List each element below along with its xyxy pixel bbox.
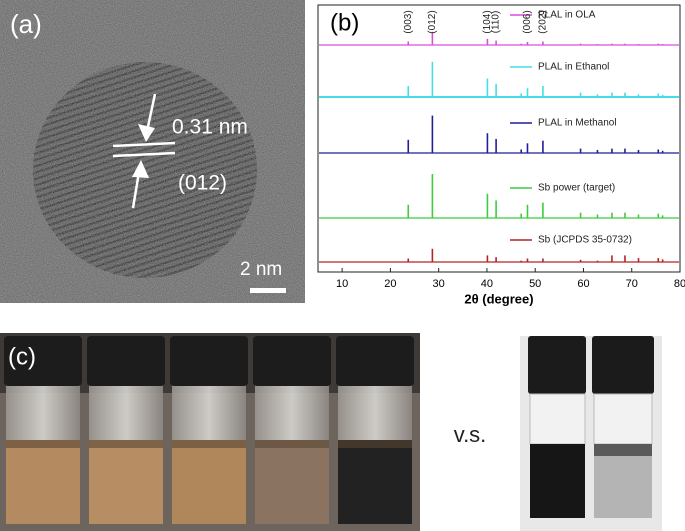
vial-cap [4, 336, 82, 386]
peak-label: (110) [491, 11, 502, 34]
vial-meniscus [172, 440, 246, 448]
x-axis-label: 2θ (degree) [464, 291, 533, 306]
vial-cap [336, 336, 414, 386]
vial-meniscus [6, 440, 80, 448]
peak-label: (012) [427, 10, 438, 33]
vial-cap [170, 336, 248, 386]
x-tick-label: 30 [433, 278, 445, 290]
peak-label: (003) [403, 10, 414, 33]
x-tick-label: 10 [336, 278, 348, 290]
vial-cap [87, 336, 165, 386]
vial-liquid [338, 440, 412, 524]
vial-cap [253, 336, 331, 386]
vial-meniscus [255, 440, 329, 448]
xrd-chart: 10 20 30 40 50 60 70 80 PLAL in OLA PLAL in Ethan… [317, 4, 685, 290]
x-tick-label: 20 [384, 278, 396, 290]
panel-label: (c) [8, 343, 36, 370]
peak-label: (104) [482, 10, 493, 33]
x-tick-label: 80 [674, 278, 685, 290]
legend-label: PLAL in Methanol [538, 118, 617, 129]
x-tick-label: 50 [529, 278, 541, 290]
scale-bar [250, 288, 286, 293]
x-tick-label: 70 [626, 278, 638, 290]
vial-meniscus [89, 440, 163, 448]
spacing-label: 0.31 nm [172, 116, 248, 139]
comparison-label: v.s. [454, 422, 487, 447]
vial-liquid [255, 440, 329, 524]
x-tick-label: 40 [481, 278, 493, 290]
peak-label: (006) [522, 10, 533, 33]
legend-label: PLAL in Ethanol [538, 62, 609, 73]
comparison-photo [520, 336, 662, 531]
panel-label: (b) [330, 9, 359, 36]
legend-label: Sb (JCPDS 35-0732) [538, 235, 632, 246]
vial-liquid [6, 440, 80, 524]
tem-image [0, 0, 305, 303]
legend-label: PLAL in OLA [538, 10, 596, 21]
peak-label: (202) [538, 10, 549, 33]
vial-meniscus [338, 440, 412, 448]
scale-bar-label: 2 nm [240, 259, 282, 280]
spacing-marker [112, 93, 176, 209]
vials-photo [0, 333, 420, 531]
x-tick-label: 60 [577, 278, 589, 290]
panel-label: (a) [10, 9, 42, 39]
vial-liquid [172, 440, 246, 524]
vial-liquid [89, 440, 163, 524]
plane-label: (012) [178, 172, 227, 195]
legend-label: Sb power (target) [538, 183, 615, 194]
plot-frame [317, 4, 681, 273]
